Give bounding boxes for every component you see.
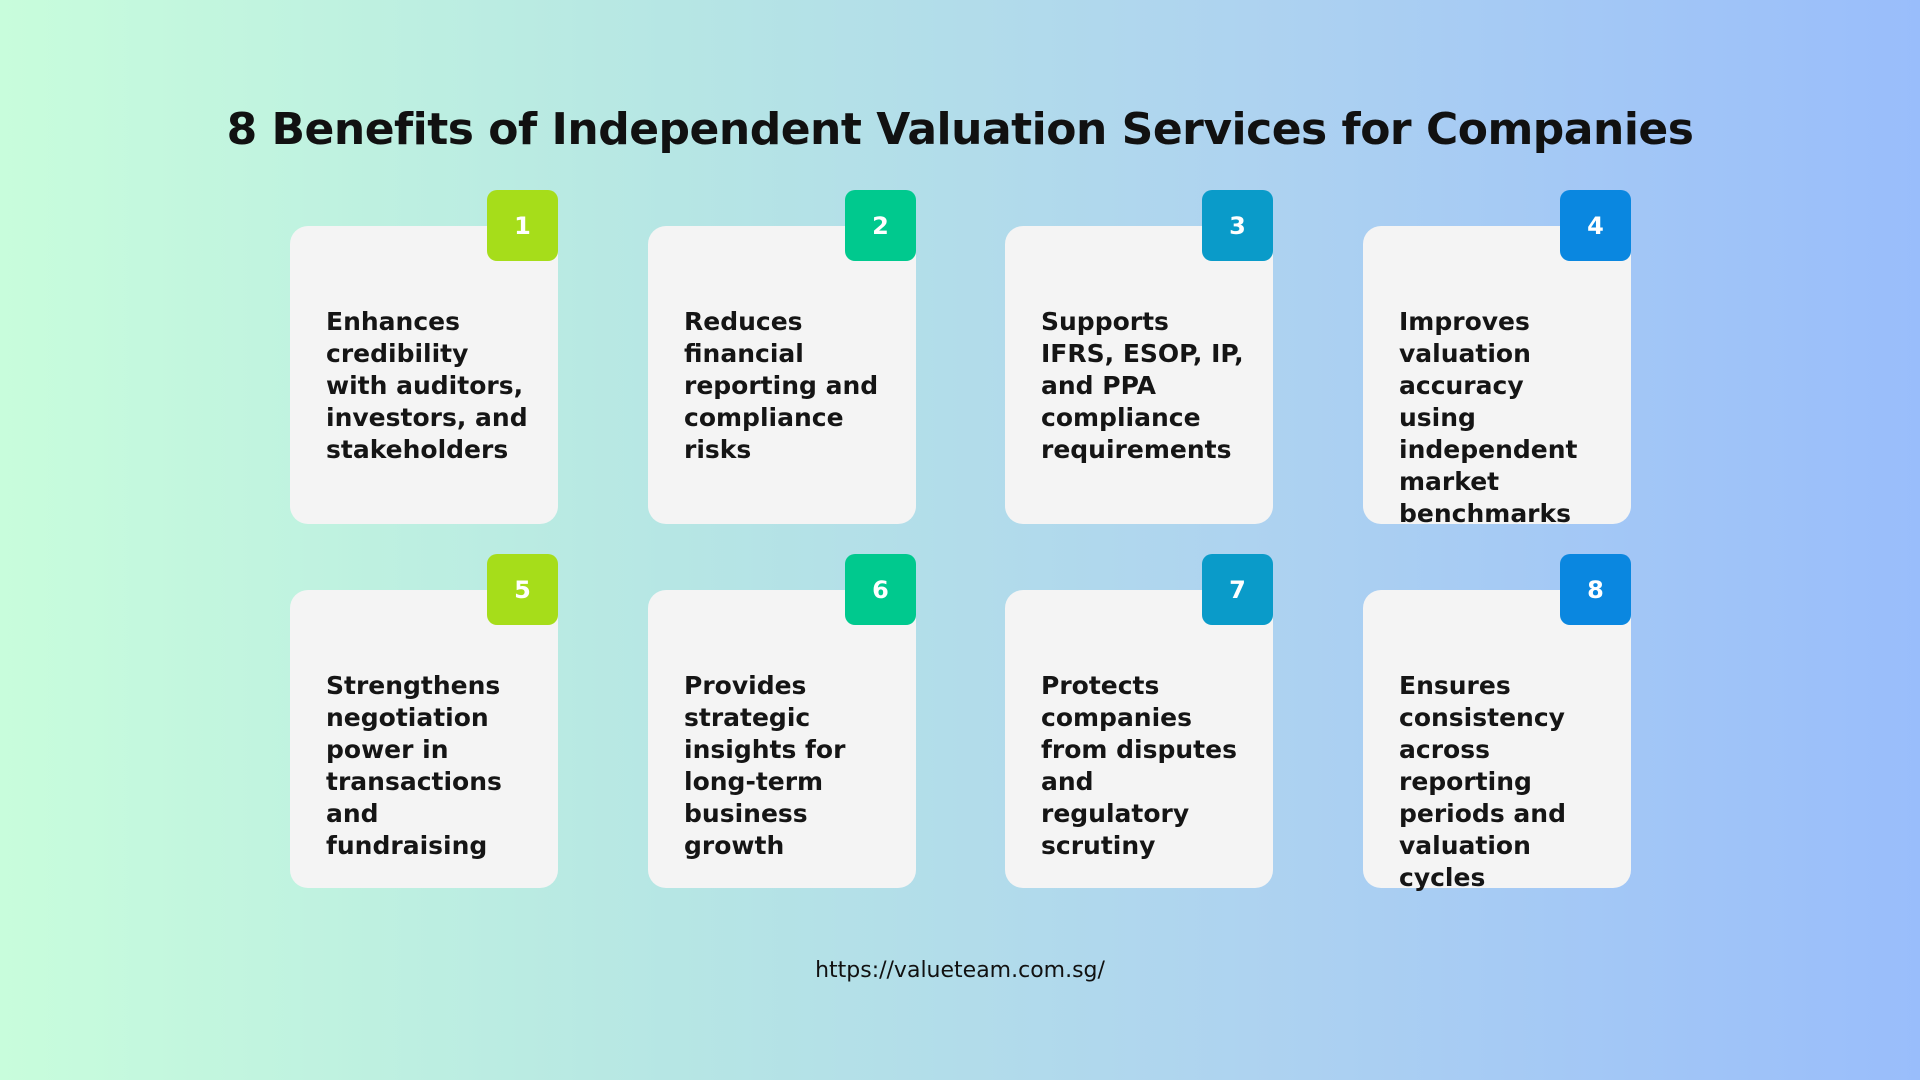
number-badge: 8 (1560, 554, 1631, 625)
title: 8 Benefits of Independent Valuation Serv… (226, 104, 1694, 155)
number-badge: 6 (845, 554, 916, 625)
benefit-text: Enhances credibility with auditors, inve… (326, 307, 528, 464)
benefit-card: 4 Improves valuation accuracy using indep… (1363, 190, 1631, 528)
number-badge: 5 (487, 554, 558, 625)
benefit-text: Provides strategic insights for long-ter… (684, 671, 846, 860)
benefit-text: Ensures consistency across reporting per… (1399, 671, 1566, 892)
number-badge: 4 (1560, 190, 1631, 261)
benefit-text: Improves valuation accuracy using indepe… (1399, 307, 1578, 528)
footer-url: https://valueteam.com.sg/ (815, 958, 1105, 983)
number-badge: 3 (1202, 190, 1273, 261)
benefit-card: 6 Provides strategic insights for long-te… (648, 554, 916, 888)
number-badge: 2 (845, 190, 916, 261)
number-badge: 7 (1202, 554, 1273, 625)
benefit-card: 5 Strengthens negotiation power in transa… (290, 554, 558, 888)
benefit-card: 8 Ensures consistency across reporting pe… (1363, 554, 1631, 892)
benefit-card: 7 Protects companies from disputes and re… (1005, 554, 1273, 888)
benefit-text: Strengthens negotiation power in transac… (326, 671, 502, 860)
benefit-card: 3 Supports IFRS, ESOP, IP, and PPA compli… (1005, 190, 1273, 524)
benefit-text: Protects companies from disputes and reg… (1041, 671, 1237, 860)
benefit-text: Supports IFRS, ESOP, IP, and PPA complia… (1041, 307, 1244, 464)
number-badge: 1 (487, 190, 558, 261)
benefit-card: 1 Enhances credibility with auditors, inv… (290, 190, 558, 524)
benefit-card: 2 Reduces financial reporting and complia… (648, 190, 916, 524)
benefit-text: Reduces financial reporting and complian… (684, 307, 879, 464)
